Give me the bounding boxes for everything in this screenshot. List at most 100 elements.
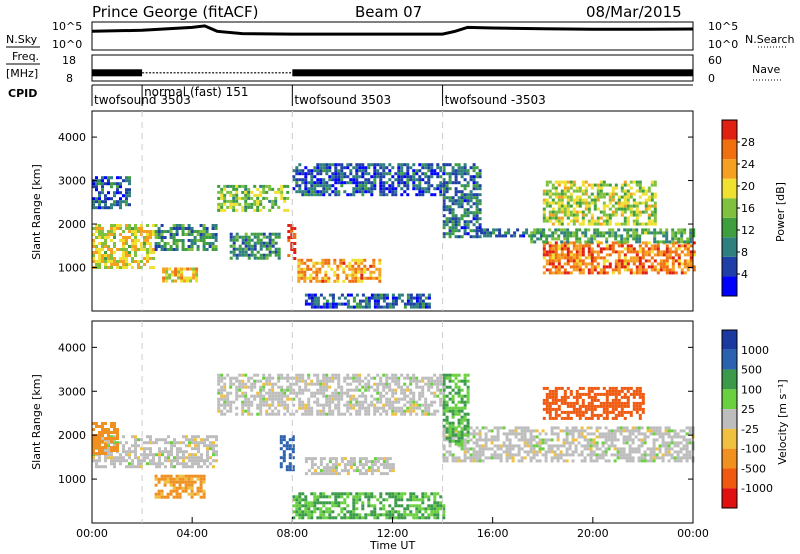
heatmap-cell [209, 462, 212, 466]
heatmap-cell [430, 193, 434, 197]
heatmap-cell [563, 186, 567, 190]
heatmap-cell [122, 266, 125, 269]
heatmap-cell [340, 166, 344, 170]
heatmap-cell [247, 247, 251, 251]
heatmap-cell [433, 516, 437, 520]
heatmap-cell [149, 230, 152, 233]
heatmap-cell [394, 510, 398, 514]
heatmap-cell [325, 495, 329, 499]
heatmap-cell [98, 263, 101, 266]
heatmap-cell [575, 389, 579, 393]
heatmap-cell [601, 432, 605, 436]
heatmap-cell [685, 450, 689, 454]
heatmap-cell [369, 270, 373, 274]
heatmap-cell [322, 305, 326, 309]
heatmap-cell [322, 406, 326, 410]
heatmap-cell [613, 459, 617, 463]
heatmap-cell [644, 222, 648, 226]
heatmap-cell [415, 400, 419, 404]
heatmap-cell [415, 172, 419, 176]
heatmap-cell [277, 376, 281, 380]
heatmap-cell [478, 438, 482, 442]
heatmap-cell [238, 373, 242, 377]
heatmap-cell [190, 242, 194, 245]
heatmap-cell [337, 193, 341, 197]
heatmap-cell [507, 228, 511, 232]
heatmap-cell [388, 385, 392, 389]
heatmap-cell [352, 394, 356, 398]
heatmap-cell [125, 236, 128, 239]
heatmap-cell [319, 412, 323, 416]
heatmap-cell [469, 426, 473, 430]
heatmap-cell [671, 231, 675, 235]
heatmap-cell [364, 469, 368, 473]
heatmap-cell [442, 205, 446, 209]
heatmap-cell [113, 462, 116, 466]
heatmap-cell [319, 379, 323, 383]
heatmap-cell [412, 397, 416, 401]
heatmap-cell [163, 477, 167, 481]
heatmap-cell [235, 253, 239, 257]
heatmap-cell [373, 302, 377, 306]
heatmap-cell [590, 192, 594, 196]
heatmap-cell [590, 237, 594, 241]
heatmap-cell [196, 477, 200, 481]
heatmap-cell [98, 440, 101, 443]
heatmap-cell [149, 438, 152, 442]
heatmap-cell [382, 373, 386, 377]
heatmap-cell [680, 244, 684, 248]
heatmap-cell [568, 441, 572, 445]
heatmap-cell [563, 398, 567, 402]
heatmap-cell [304, 299, 308, 303]
heatmap-cell [346, 460, 350, 464]
heatmap-cell [596, 183, 600, 187]
heatmap-cell [472, 450, 476, 454]
heatmap-cell [575, 234, 579, 238]
heatmap-cell [439, 504, 443, 508]
heatmap-cell [337, 472, 341, 476]
heatmap-cell [354, 279, 358, 283]
heatmap-cell [229, 382, 233, 386]
heatmap-cell [167, 456, 170, 460]
heatmap-cell [587, 250, 591, 254]
heatmap-cell [626, 259, 630, 263]
heatmap-cell [110, 182, 113, 186]
heatmap-cell [188, 444, 191, 448]
heatmap-cell [268, 199, 272, 203]
heatmap-cell [160, 233, 164, 236]
heatmap-cell [337, 495, 341, 499]
heatmap-cell [469, 190, 473, 194]
heatmap-cell [424, 187, 428, 191]
heatmap-cell [560, 240, 564, 244]
heatmap-cell [286, 388, 290, 392]
heatmap-cell [590, 256, 594, 260]
heatmap-cell [235, 238, 239, 242]
heatmap-cell [187, 486, 191, 490]
heatmap-cell [337, 172, 341, 176]
heatmap-cell [288, 462, 292, 466]
heatmap-cell [400, 513, 404, 517]
heatmap-cell [318, 267, 322, 271]
heatmap-cell [140, 233, 143, 236]
heatmap-cell [605, 259, 609, 263]
heatmap-cell [209, 444, 212, 448]
heatmap-cell [364, 495, 368, 499]
heatmap-cell [113, 245, 116, 248]
heatmap-cell [415, 293, 419, 297]
heatmap-cell [104, 452, 107, 455]
heatmap-cell [457, 202, 461, 206]
heatmap-cell [454, 226, 458, 230]
heatmap-cell [250, 376, 254, 380]
heatmap-cell [268, 244, 272, 248]
heatmap-cell [119, 233, 122, 236]
heatmap-cell [346, 472, 350, 476]
heatmap-cell [638, 222, 642, 226]
heatmap-cell [328, 412, 332, 416]
heatmap-cell [313, 293, 317, 297]
heatmap-cell [293, 242, 297, 245]
heatmap-cell [92, 197, 95, 201]
heatmap-cell [484, 441, 488, 445]
heatmap-cell [331, 391, 335, 395]
heatmap-cell [304, 507, 308, 511]
heatmap-cell [557, 210, 561, 214]
